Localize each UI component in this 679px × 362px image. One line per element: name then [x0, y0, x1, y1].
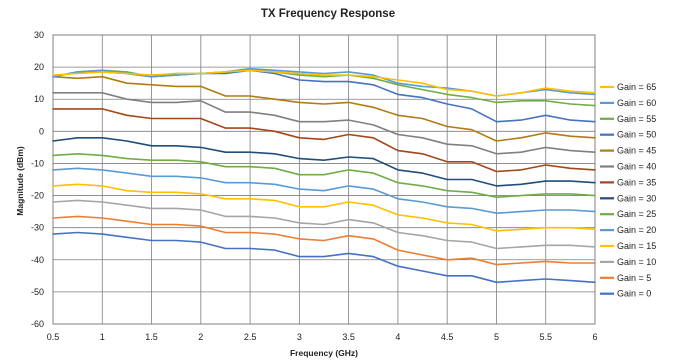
y-tick-label: 10	[34, 94, 44, 104]
y-tick-label: -50	[31, 287, 44, 297]
legend-item: Gain = 15	[600, 241, 656, 251]
x-tick-label: 1	[100, 332, 105, 342]
x-tick-label: 2.5	[244, 332, 257, 342]
legend-item: Gain = 25	[600, 209, 656, 219]
legend-label: Gain = 5	[617, 273, 651, 283]
chart-title: TX Frequency Response	[261, 8, 395, 20]
x-tick-label: 5.5	[539, 332, 552, 342]
series-line-gain-0	[52, 231, 596, 284]
x-tick-label: 4.5	[441, 332, 454, 342]
grid	[52, 34, 596, 325]
legend-item: Gain = 0	[600, 289, 651, 299]
series-line-gain-30	[52, 137, 596, 187]
legend-label: Gain = 50	[617, 130, 656, 140]
axis-ticks: 30 20 10 0 -10 -20 -30 -40 -50 -600.5 1 1.5 2 2.5 3 3.5…	[31, 30, 598, 342]
y-tick-label: 20	[34, 62, 44, 72]
legend-label: Gain = 45	[617, 146, 656, 156]
legend: Gain = 65 Gain = 60 Gain = 55 Gain = 50 Gain…	[600, 82, 656, 299]
series-line-gain-35	[52, 108, 596, 173]
series-lines	[52, 67, 596, 284]
y-tick-label: -40	[31, 255, 44, 265]
legend-item: Gain = 35	[600, 177, 656, 187]
legend-label: Gain = 55	[617, 114, 656, 124]
y-tick-label: 30	[34, 30, 44, 40]
legend-item: Gain = 50	[600, 130, 656, 140]
series-line-gain-15	[52, 183, 596, 232]
x-tick-label: 1.5	[145, 332, 158, 342]
x-tick-label: 0.5	[47, 332, 60, 342]
legend-label: Gain = 60	[617, 98, 656, 108]
series-line-gain-45	[52, 75, 596, 142]
legend-item: Gain = 65	[600, 82, 656, 92]
y-tick-label: 0	[39, 126, 44, 136]
series-line-gain-5	[52, 215, 596, 266]
legend-label: Gain = 10	[617, 257, 656, 267]
legend-item: Gain = 20	[600, 225, 656, 235]
legend-label: Gain = 0	[617, 289, 651, 299]
series-line-gain-50	[52, 69, 596, 123]
y-tick-label: -60	[31, 319, 44, 329]
legend-item: Gain = 60	[600, 98, 656, 108]
legend-label: Gain = 40	[617, 162, 656, 172]
legend-item: Gain = 10	[600, 257, 656, 267]
legend-label: Gain = 30	[617, 193, 656, 203]
legend-item: Gain = 55	[600, 114, 656, 124]
legend-item: Gain = 30	[600, 193, 656, 203]
legend-label: Gain = 25	[617, 209, 656, 219]
x-tick-label: 6	[592, 332, 597, 342]
series-line-gain-10	[52, 199, 596, 250]
x-axis-label: Frequency (GHz)	[290, 348, 358, 358]
legend-item: Gain = 45	[600, 146, 656, 156]
x-tick-label: 4	[395, 332, 400, 342]
legend-label: Gain = 20	[617, 225, 656, 235]
x-tick-label: 2	[198, 332, 203, 342]
legend-label: Gain = 65	[617, 82, 656, 92]
legend-label: Gain = 35	[617, 177, 656, 187]
x-tick-label: 3	[297, 332, 302, 342]
legend-item: Gain = 5	[600, 273, 651, 283]
y-tick-label: -20	[31, 191, 44, 201]
legend-label: Gain = 15	[617, 241, 656, 251]
series-line-gain-65	[52, 69, 596, 97]
x-tick-label: 5	[494, 332, 499, 342]
y-axis-label: Magnitude (dBm)	[15, 146, 25, 216]
x-tick-label: 3.5	[342, 332, 355, 342]
y-tick-label: -30	[31, 223, 44, 233]
series-line-gain-20	[52, 167, 596, 214]
series-line-gain-40	[52, 92, 596, 155]
series-line-gain-25	[52, 153, 596, 198]
y-tick-label: -10	[31, 158, 44, 168]
legend-item: Gain = 40	[600, 162, 656, 172]
